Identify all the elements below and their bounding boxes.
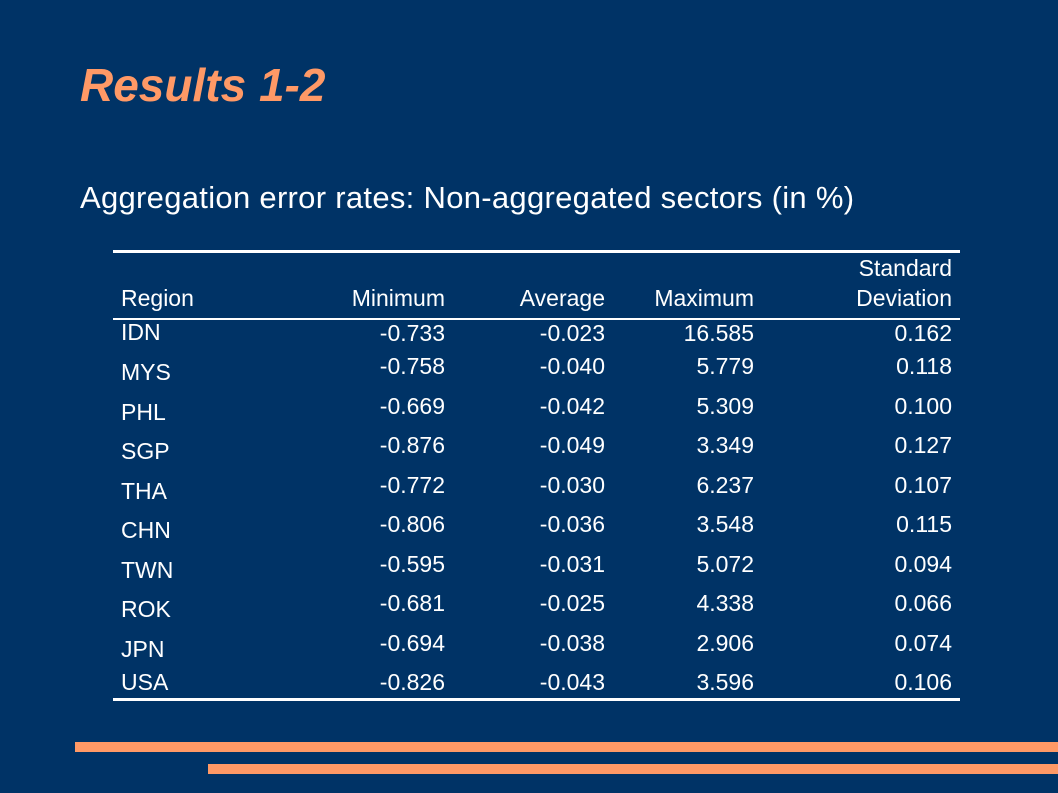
cell-average: -0.049: [539, 432, 605, 458]
cell-std: 0.162: [894, 320, 952, 346]
cell-average: -0.030: [539, 471, 605, 498]
header-std-line2: Deviation: [856, 285, 952, 311]
cell-region: ROK: [121, 596, 171, 622]
cell-std: 0.115: [896, 511, 952, 537]
cell-region: PHL: [121, 398, 166, 425]
header-standard-deviation: Standard Deviation: [856, 253, 952, 313]
cell-minimum: -0.876: [379, 432, 445, 458]
table-bottom-rule: [113, 698, 960, 701]
decorative-bar-lower: [208, 764, 1058, 774]
cell-region: CHN: [121, 517, 171, 543]
cell-region: IDN: [121, 319, 161, 345]
header-minimum: Minimum: [351, 285, 445, 311]
table-header-rule: [113, 318, 960, 320]
decorative-bar-upper: [75, 742, 1058, 752]
cell-average: -0.038: [539, 629, 605, 656]
cell-maximum: 16.585: [683, 320, 754, 346]
cell-std: 0.094: [894, 550, 952, 577]
cell-minimum: -0.826: [379, 669, 445, 695]
cell-region: JPN: [121, 635, 165, 662]
cell-minimum: -0.806: [379, 511, 445, 537]
cell-std: 0.106: [894, 669, 952, 695]
cell-average: -0.042: [539, 392, 605, 419]
cell-std: 0.127: [894, 432, 952, 458]
results-table: Region Minimum Average Maximum Standard …: [113, 250, 960, 701]
header-std-line1: Standard: [858, 255, 952, 281]
cell-average: -0.040: [539, 353, 605, 379]
cell-maximum: 5.779: [696, 353, 754, 379]
table-top-rule: [113, 250, 960, 253]
table-row: USA -0.826 -0.043 3.596 0.106: [113, 669, 960, 696]
table-row: IDN -0.733 -0.023 16.585 0.162: [113, 319, 960, 353]
cell-average: -0.043: [539, 669, 605, 695]
cell-region: MYS: [121, 359, 171, 385]
table-row: SGP -0.876 -0.049 3.349 0.127: [113, 432, 960, 472]
header-region: Region: [121, 285, 194, 311]
cell-average: -0.036: [539, 511, 605, 537]
cell-average: -0.023: [539, 320, 605, 346]
slide-title: Results 1-2: [80, 59, 326, 111]
cell-std: 0.107: [894, 471, 952, 498]
table-row: TWN -0.595 -0.031 5.072 0.094: [113, 551, 960, 591]
cell-minimum: -0.595: [379, 550, 445, 577]
header-average: Average: [519, 285, 605, 311]
cell-region: TWN: [121, 556, 174, 583]
cell-minimum: -0.758: [379, 353, 445, 379]
cell-minimum: -0.733: [379, 320, 445, 346]
cell-maximum: 3.349: [696, 432, 754, 458]
table-row: CHN -0.806 -0.036 3.548 0.115: [113, 511, 960, 551]
cell-maximum: 3.548: [696, 511, 754, 537]
cell-region: SGP: [121, 438, 170, 464]
cell-average: -0.025: [539, 590, 605, 616]
cell-maximum: 5.309: [696, 392, 754, 419]
table-row: THA -0.772 -0.030 6.237 0.107: [113, 472, 960, 512]
header-maximum: Maximum: [654, 285, 754, 311]
cell-average: -0.031: [539, 550, 605, 577]
cell-maximum: 2.906: [696, 629, 754, 656]
cell-minimum: -0.772: [379, 471, 445, 498]
cell-minimum: -0.669: [379, 392, 445, 419]
cell-maximum: 6.237: [696, 471, 754, 498]
cell-std: 0.066: [894, 590, 952, 616]
cell-region: THA: [121, 477, 167, 504]
cell-std: 0.074: [894, 629, 952, 656]
slide-subtitle: Aggregation error rates: Non-aggregated …: [80, 180, 855, 215]
table-row: PHL -0.669 -0.042 5.309 0.100: [113, 393, 960, 433]
table-row: JPN -0.694 -0.038 2.906 0.074: [113, 630, 960, 670]
cell-maximum: 3.596: [696, 669, 754, 695]
cell-minimum: -0.681: [379, 590, 445, 616]
cell-minimum: -0.694: [379, 629, 445, 656]
cell-std: 0.100: [894, 392, 952, 419]
cell-maximum: 5.072: [696, 550, 754, 577]
cell-std: 0.118: [896, 353, 952, 379]
cell-maximum: 4.338: [696, 590, 754, 616]
cell-region: USA: [121, 669, 169, 695]
table-row: MYS -0.758 -0.040 5.779 0.118: [113, 353, 960, 393]
table-header-row: Region Minimum Average Maximum Standard …: [113, 253, 960, 318]
table-body: IDN -0.733 -0.023 16.585 0.162 MYS -0.75…: [113, 319, 960, 696]
table-row: ROK -0.681 -0.025 4.338 0.066: [113, 590, 960, 630]
